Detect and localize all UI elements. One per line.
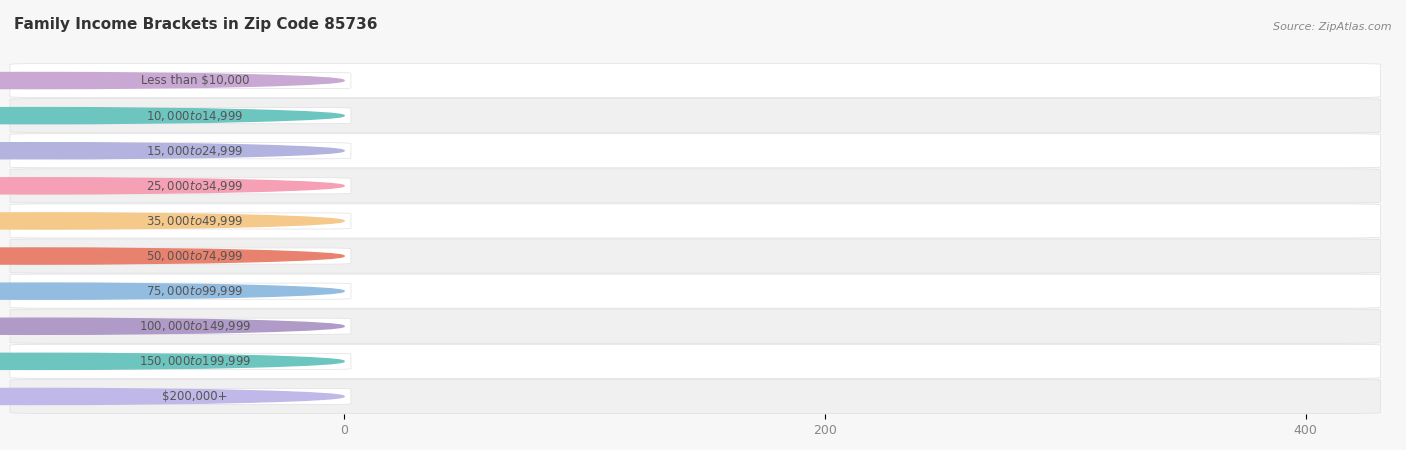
FancyBboxPatch shape — [31, 388, 352, 405]
Circle shape — [0, 213, 344, 229]
FancyBboxPatch shape — [343, 284, 389, 450]
Circle shape — [0, 178, 344, 194]
FancyBboxPatch shape — [10, 134, 1381, 168]
Circle shape — [0, 283, 344, 299]
Text: 55: 55 — [489, 355, 503, 368]
FancyBboxPatch shape — [10, 239, 1381, 273]
Circle shape — [0, 353, 344, 369]
FancyBboxPatch shape — [10, 309, 1381, 343]
FancyBboxPatch shape — [31, 213, 352, 229]
FancyBboxPatch shape — [10, 169, 1381, 203]
FancyBboxPatch shape — [31, 353, 352, 369]
FancyBboxPatch shape — [10, 63, 1381, 98]
FancyBboxPatch shape — [31, 283, 352, 299]
FancyBboxPatch shape — [10, 379, 1381, 414]
Text: 135: 135 — [681, 285, 703, 297]
FancyBboxPatch shape — [343, 214, 905, 439]
Circle shape — [0, 72, 344, 89]
Text: 132: 132 — [673, 215, 696, 227]
Text: 233: 233 — [917, 320, 939, 333]
Text: 94: 94 — [582, 180, 598, 192]
FancyBboxPatch shape — [31, 143, 352, 159]
Text: $100,000 to $149,999: $100,000 to $149,999 — [139, 319, 252, 333]
FancyBboxPatch shape — [343, 108, 662, 333]
FancyBboxPatch shape — [10, 344, 1381, 378]
FancyBboxPatch shape — [343, 38, 366, 263]
Text: 0: 0 — [359, 109, 367, 122]
Text: $25,000 to $34,999: $25,000 to $34,999 — [146, 179, 243, 193]
FancyBboxPatch shape — [343, 73, 572, 298]
Text: $35,000 to $49,999: $35,000 to $49,999 — [146, 214, 243, 228]
FancyBboxPatch shape — [343, 0, 441, 193]
FancyBboxPatch shape — [343, 179, 671, 404]
Text: 18: 18 — [399, 390, 415, 403]
FancyBboxPatch shape — [343, 144, 1085, 369]
Text: $15,000 to $24,999: $15,000 to $24,999 — [146, 144, 243, 158]
FancyBboxPatch shape — [10, 99, 1381, 133]
FancyBboxPatch shape — [31, 318, 352, 334]
Text: Source: ZipAtlas.com: Source: ZipAtlas.com — [1274, 22, 1392, 32]
Text: $200,000+: $200,000+ — [162, 390, 228, 403]
Circle shape — [0, 143, 344, 159]
FancyBboxPatch shape — [343, 249, 478, 450]
FancyBboxPatch shape — [10, 204, 1381, 238]
FancyBboxPatch shape — [31, 248, 352, 264]
Text: 40: 40 — [453, 74, 467, 87]
Circle shape — [0, 248, 344, 264]
Text: $150,000 to $199,999: $150,000 to $199,999 — [139, 354, 252, 369]
Text: 8: 8 — [375, 144, 382, 157]
FancyBboxPatch shape — [10, 274, 1381, 308]
Text: $10,000 to $14,999: $10,000 to $14,999 — [146, 108, 243, 123]
Circle shape — [0, 108, 344, 124]
FancyBboxPatch shape — [31, 178, 352, 194]
Text: 308: 308 — [1050, 250, 1073, 262]
FancyBboxPatch shape — [31, 108, 352, 124]
Circle shape — [0, 318, 344, 334]
Text: $50,000 to $74,999: $50,000 to $74,999 — [146, 249, 243, 263]
Text: Family Income Brackets in Zip Code 85736: Family Income Brackets in Zip Code 85736 — [14, 17, 378, 32]
Circle shape — [0, 388, 344, 405]
Text: Less than $10,000: Less than $10,000 — [141, 74, 249, 87]
Text: $75,000 to $99,999: $75,000 to $99,999 — [146, 284, 243, 298]
FancyBboxPatch shape — [339, 3, 353, 228]
FancyBboxPatch shape — [31, 72, 352, 89]
